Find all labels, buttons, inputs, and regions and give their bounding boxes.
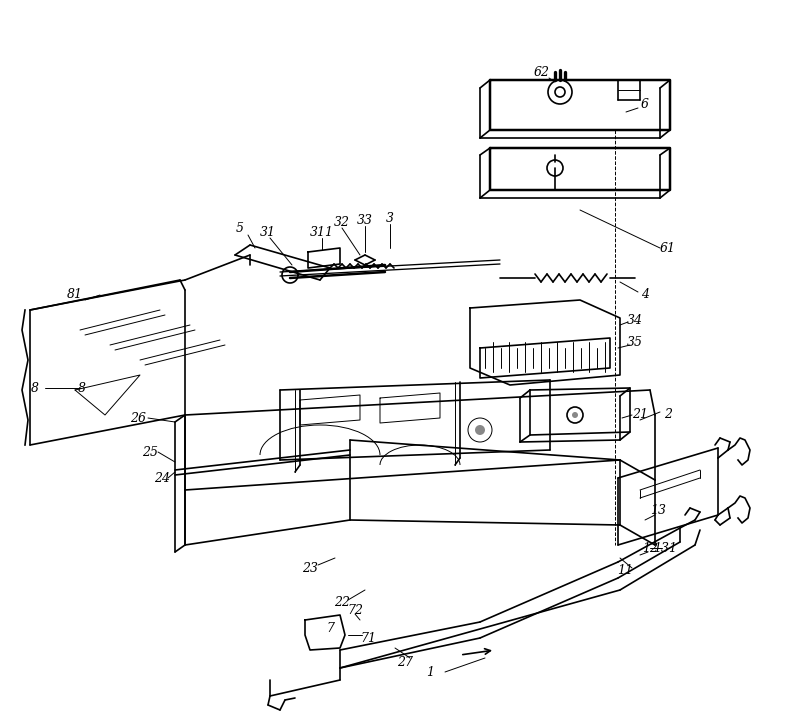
- Text: 7: 7: [326, 621, 334, 635]
- Text: 61: 61: [660, 242, 676, 255]
- Text: 11: 11: [617, 563, 633, 576]
- Text: 31: 31: [260, 226, 276, 239]
- Text: 21: 21: [632, 409, 648, 422]
- Text: 25: 25: [142, 446, 158, 459]
- Text: 22: 22: [334, 595, 350, 608]
- Text: 26: 26: [130, 412, 146, 425]
- Text: 34: 34: [627, 314, 643, 327]
- Text: 6: 6: [641, 99, 649, 112]
- Text: 24: 24: [154, 471, 170, 484]
- Circle shape: [572, 412, 578, 418]
- Text: 1: 1: [426, 666, 434, 679]
- Text: 23: 23: [302, 561, 318, 574]
- Text: 8: 8: [31, 381, 39, 394]
- Text: 62: 62: [534, 65, 550, 78]
- Text: 72: 72: [347, 603, 363, 616]
- Text: 33: 33: [357, 213, 373, 227]
- Text: 81: 81: [67, 288, 83, 301]
- Text: 8: 8: [78, 381, 86, 394]
- Text: 13: 13: [650, 504, 666, 516]
- Text: 311: 311: [310, 226, 334, 239]
- Text: 27: 27: [397, 656, 413, 669]
- Text: 12: 12: [642, 542, 658, 555]
- Text: 5: 5: [236, 221, 244, 234]
- Text: 71: 71: [360, 632, 376, 645]
- Text: 4: 4: [641, 288, 649, 301]
- Circle shape: [475, 425, 485, 435]
- Text: 2: 2: [664, 409, 672, 422]
- Text: 131: 131: [653, 542, 677, 555]
- Text: 3: 3: [386, 211, 394, 224]
- Text: 35: 35: [627, 335, 643, 348]
- Text: 32: 32: [334, 216, 350, 229]
